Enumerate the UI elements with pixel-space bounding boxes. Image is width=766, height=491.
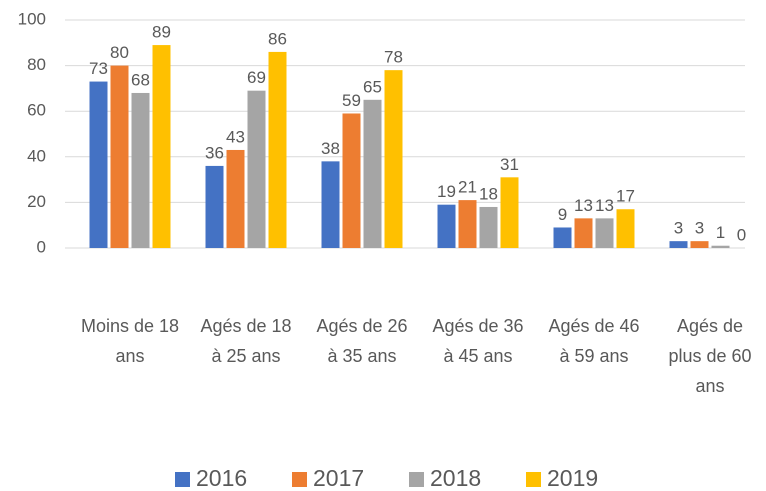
- bar: [321, 161, 340, 248]
- bar: [131, 92, 150, 249]
- bar: [616, 209, 635, 248]
- legend-label: 2018: [430, 465, 481, 491]
- data-label: 86: [268, 29, 287, 48]
- data-label: 0: [737, 225, 746, 244]
- data-label: 31: [500, 155, 519, 174]
- data-label: 17: [616, 187, 635, 206]
- legend-swatch: [292, 472, 307, 487]
- bar: [500, 177, 519, 248]
- data-label: 1: [716, 223, 725, 242]
- bar: [268, 51, 287, 248]
- x-tick-label: Agés de 18 à 25 ans: [200, 316, 292, 366]
- legend-swatch: [526, 472, 541, 487]
- data-label: 36: [205, 143, 224, 162]
- legend-label: 2019: [547, 465, 598, 491]
- data-label: 3: [695, 219, 704, 238]
- y-tick-label: 100: [18, 9, 46, 28]
- data-label: 3: [674, 219, 683, 238]
- bar: [247, 90, 266, 249]
- data-label: 78: [384, 48, 403, 67]
- bar: [690, 241, 709, 248]
- data-label: 13: [595, 196, 614, 215]
- data-label: 19: [437, 182, 456, 201]
- bar: [574, 218, 593, 248]
- data-label: 89: [152, 23, 171, 42]
- data-label: 13: [574, 196, 593, 215]
- legend-swatch: [175, 472, 190, 487]
- data-label: 38: [321, 139, 340, 158]
- data-label: 21: [458, 178, 477, 197]
- data-label: 69: [247, 68, 266, 87]
- bar: [458, 200, 477, 248]
- bar: [152, 45, 171, 248]
- bar: [205, 165, 224, 248]
- legend-label: 2017: [313, 465, 364, 491]
- x-tick-label: Agés de 36 à 45 ans: [432, 316, 524, 366]
- bar: [384, 70, 403, 248]
- data-label: 80: [110, 43, 129, 62]
- legend-swatch: [409, 472, 424, 487]
- bar: [110, 65, 129, 248]
- bar: [479, 206, 498, 248]
- bar: [669, 241, 688, 248]
- x-tick-label: Agés de 46 à 59 ans: [548, 316, 640, 366]
- data-label: 9: [558, 205, 567, 224]
- data-label: 18: [479, 184, 498, 203]
- data-label: 43: [226, 127, 245, 146]
- x-tick-label: Moins de 18 ans: [80, 316, 180, 366]
- x-tick-label: Agés de 26 à 35 ans: [316, 316, 408, 366]
- bar: [595, 218, 614, 248]
- y-tick-label: 0: [37, 237, 46, 256]
- bar: [553, 227, 572, 248]
- data-label: 59: [342, 91, 361, 110]
- bar: [226, 149, 245, 248]
- x-tick-label: Agés de plus de 60 ans: [668, 316, 752, 396]
- data-label: 73: [89, 59, 108, 78]
- data-label: 65: [363, 77, 382, 96]
- bar: [342, 113, 361, 248]
- legend-label: 2016: [196, 465, 247, 491]
- bar: [437, 204, 456, 248]
- y-tick-label: 60: [27, 101, 46, 120]
- y-tick-label: 40: [27, 146, 46, 165]
- bar: [363, 99, 382, 248]
- bar: [711, 245, 730, 248]
- bar: [89, 81, 108, 248]
- y-tick-label: 20: [27, 192, 46, 211]
- y-tick-label: 80: [27, 55, 46, 74]
- data-label: 68: [131, 70, 150, 89]
